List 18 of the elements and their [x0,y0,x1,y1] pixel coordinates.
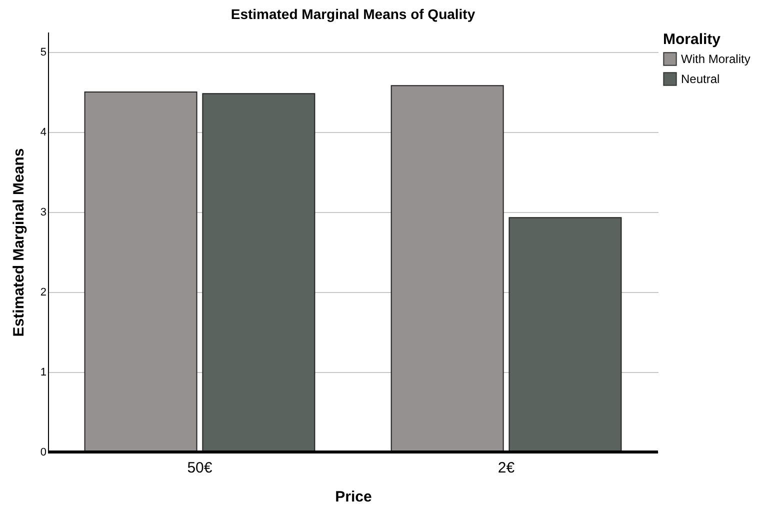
y-tick-label: 1 [40,366,46,378]
x-tick-label: 2€ [498,460,516,476]
chart-title: Estimated Marginal Means of Quality [230,6,476,22]
legend-label: With Morality [681,52,750,66]
bar [84,92,198,452]
y-axis-title: Estimated Marginal Means [10,148,28,337]
y-tick-label: 5 [40,46,46,58]
bar [202,93,316,452]
y-tick-label: 3 [40,206,46,218]
bar [390,85,504,452]
y-tick-label: 4 [40,126,46,138]
legend-title: Morality [663,31,722,48]
x-axis-title: Price [335,488,372,506]
legend-label: Neutral [681,72,720,86]
bar [508,217,622,452]
x-tick-label: 50€ [187,460,213,476]
y-tick-label: 2 [40,286,46,298]
y-tick-label: 0 [40,446,46,458]
